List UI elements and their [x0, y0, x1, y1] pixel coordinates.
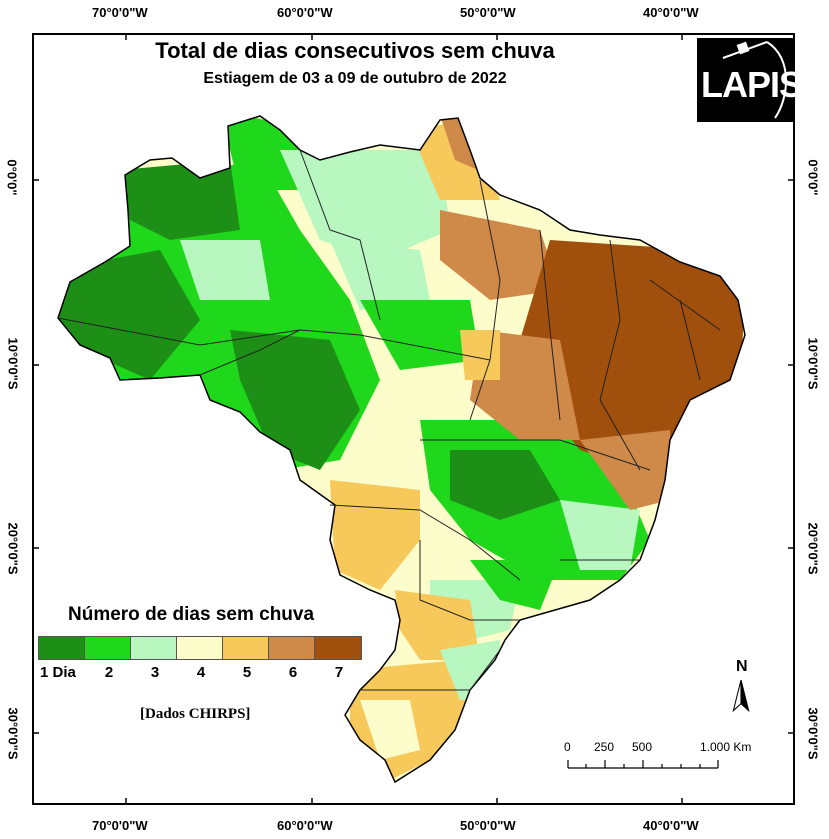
scale-label-1000: 1.000 Km [700, 740, 752, 754]
legend-labels: 1 Dia 2 3 4 5 6 7 [38, 664, 362, 681]
map-title: Total de dias consecutivos sem chuva [155, 38, 555, 63]
legend-swatch-3 [131, 637, 177, 659]
map-raster [58, 116, 745, 782]
longitude-label-bottom-70w: 70°0'0"W [92, 818, 148, 833]
longitude-label-bottom-60w: 60°0'0"W [277, 818, 333, 833]
legend-label-1: 1 Dia [40, 664, 76, 681]
data-source: [Dados CHIRPS] [140, 706, 251, 722]
longitude-label-top-50w: 50°0'0"W [460, 5, 516, 20]
legend-swatch-4 [177, 637, 223, 659]
scale-label-250: 250 [594, 740, 615, 754]
state-borders [57, 149, 721, 691]
legend-label-4: 4 [196, 664, 206, 681]
logo-text: LAPIS [701, 64, 803, 105]
legend-swatch-1 [39, 637, 85, 659]
legend-label-7: 7 [334, 664, 344, 681]
longitude-label-bottom-50w: 50°0'0"W [460, 818, 516, 833]
north-arrow-icon [732, 680, 750, 713]
scale-label-0: 0 [564, 740, 571, 754]
legend-color-bar [38, 636, 362, 660]
map-subtitle: Estiagem de 03 a 09 de outubro de 2022 [203, 70, 507, 87]
legend-swatch-5 [223, 637, 269, 659]
longitude-label-top-40w: 40°0'0"W [643, 5, 699, 20]
longitude-label-top-60w: 60°0'0"W [277, 5, 333, 20]
legend-label-5: 5 [242, 664, 252, 681]
brazil-outline [57, 115, 746, 784]
legend-swatch-6 [269, 637, 315, 659]
legend-label-2: 2 [104, 664, 114, 681]
legend-label-6: 6 [288, 664, 298, 681]
scale-label-500: 500 [632, 740, 653, 754]
longitude-label-top-70w: 70°0'0"W [92, 5, 148, 20]
satellite-icon [722, 41, 787, 119]
north-label: N [736, 658, 748, 675]
legend-swatch-7 [315, 637, 361, 659]
legend-title: Número de dias sem chuva [68, 604, 315, 625]
longitude-label-bottom-40w: 40°0'0"W [643, 818, 699, 833]
legend-swatch-2 [85, 637, 131, 659]
legend-label-3: 3 [150, 664, 160, 681]
lapis-logo: LAPIS [697, 38, 803, 122]
